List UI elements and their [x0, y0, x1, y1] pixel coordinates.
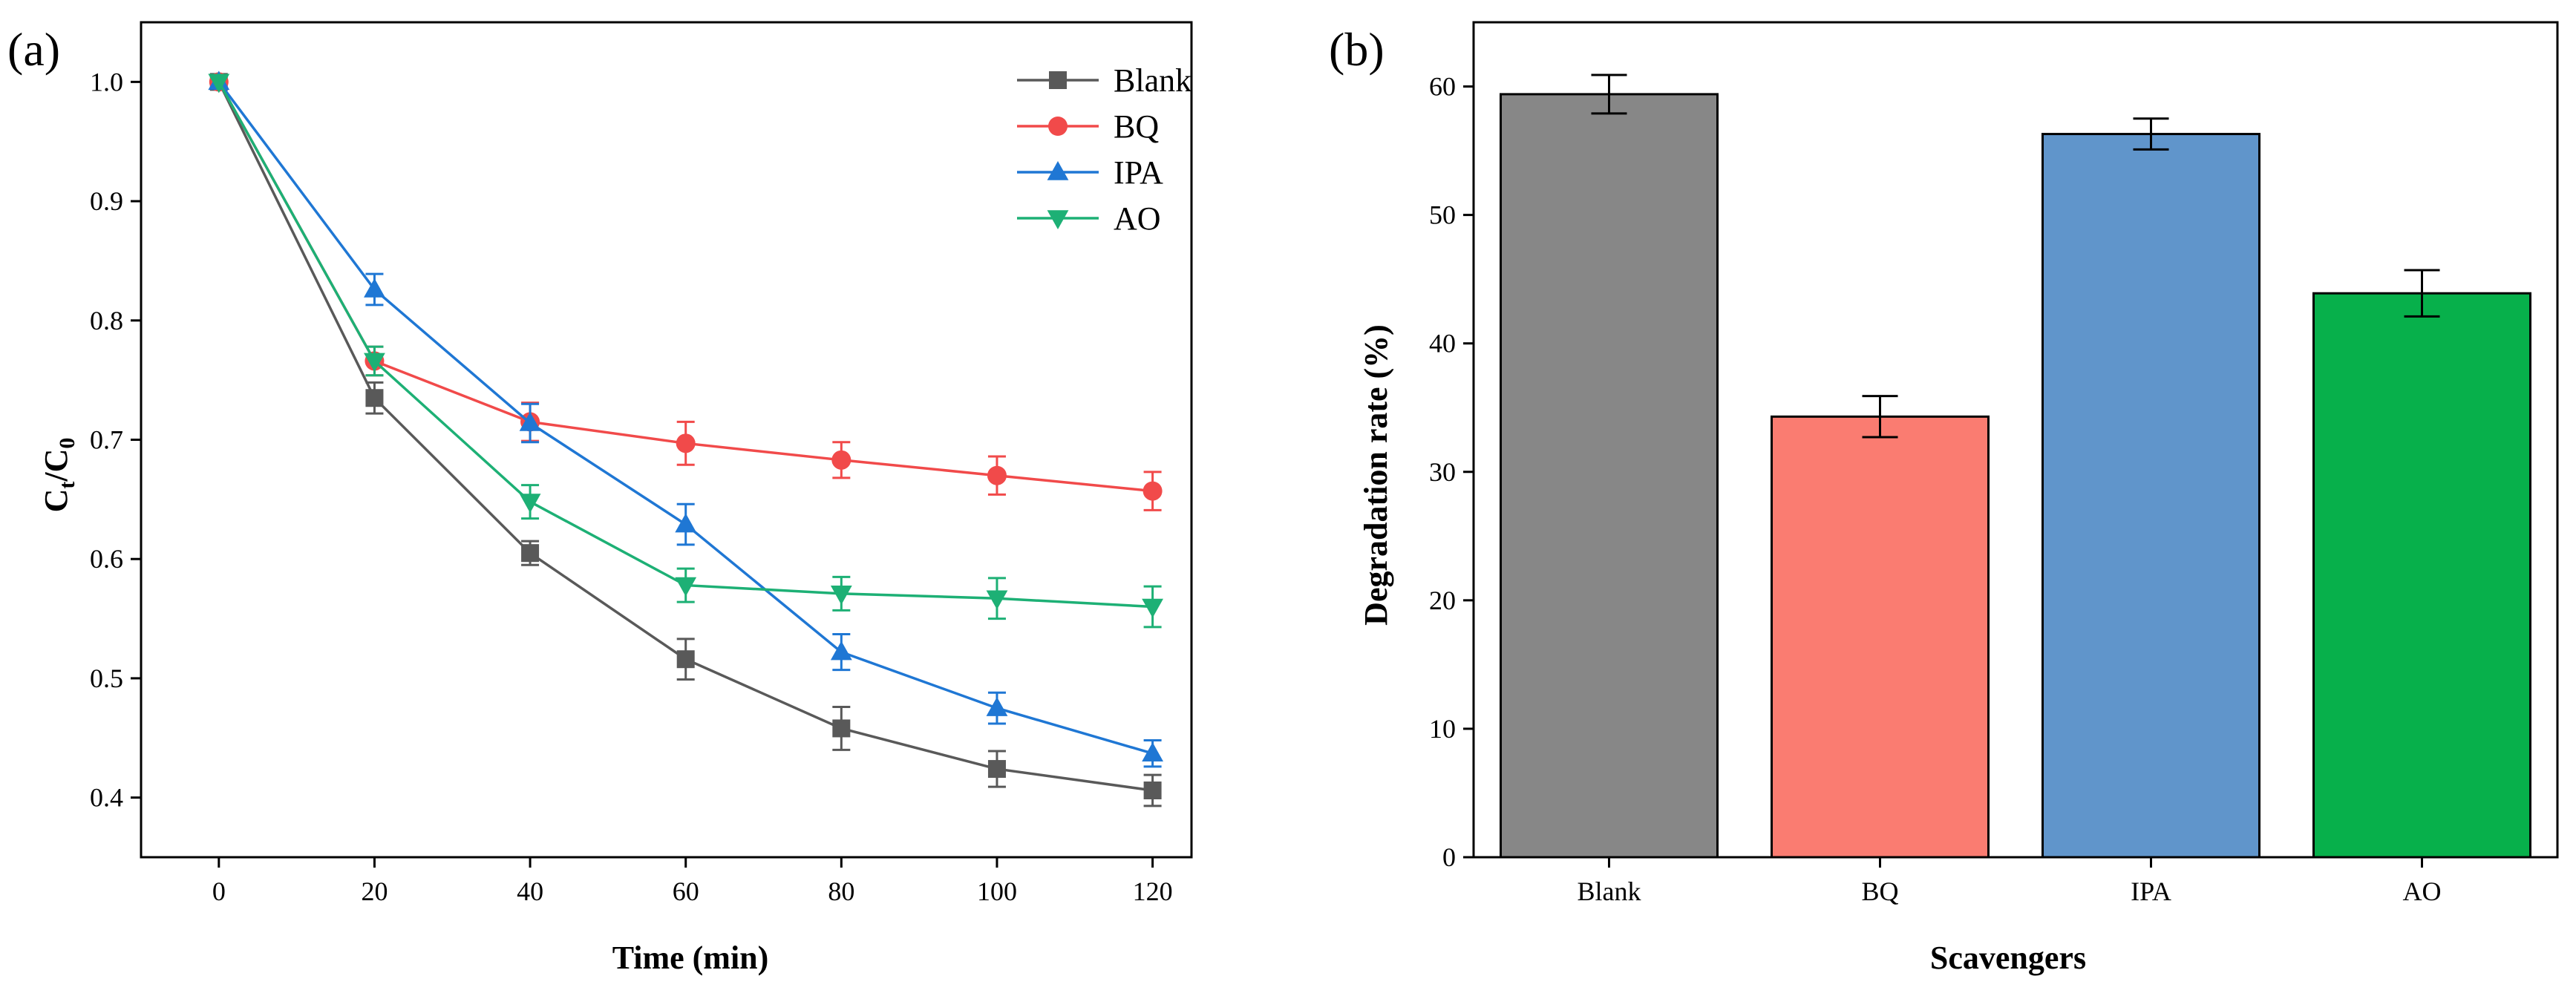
data-point-ipa [1142, 742, 1163, 761]
error-bar-blank [1591, 73, 1627, 115]
error-bar-ipa [2133, 117, 2169, 151]
x-tick-label-bq: BQ [1861, 877, 1898, 906]
panel-b-x-axis-title: Scavengers [1930, 940, 2086, 976]
y-tick-label: 0.4 [90, 783, 123, 813]
legend-item-blank: Blank [1017, 62, 1191, 99]
series-ipa [208, 71, 1163, 768]
legend-marker-blank [1049, 71, 1067, 89]
data-point-blank [832, 719, 851, 738]
y-title-base: C [38, 489, 74, 513]
data-point-ao [675, 577, 697, 597]
data-point-ao [986, 590, 1008, 610]
error-bar-ao [2404, 269, 2440, 318]
legend-label-bq: BQ [1114, 108, 1159, 145]
data-point-ao [519, 494, 541, 514]
panel-a-line-chart: (a) 0.4 0.5 0.6 0.7 0.8 0.9 1.0 0 20 40 60 80 100 120… [7, 21, 1193, 976]
panel-b-bars [1500, 73, 2531, 859]
data-point-ao [208, 73, 230, 94]
data-point-bq [1142, 481, 1163, 501]
legend-marker-ao [1047, 210, 1069, 229]
panel-b-label: (b) [1329, 23, 1385, 76]
y-tick-label: 0.9 [90, 186, 123, 216]
bar-bq [1771, 415, 1990, 859]
y-tick-label: 0.6 [90, 544, 123, 574]
panel-b-bar-chart: (b) 0 10 20 30 40 50 60 Blank BQ IPA AO Scavengers… [1329, 21, 2559, 976]
data-point-ipa [986, 697, 1008, 716]
y-tick-label: 0.5 [90, 664, 123, 693]
data-point-bq [831, 450, 851, 470]
x-tick-label-ao: AO [2403, 877, 2442, 906]
panel-b-plot-frame [1472, 21, 2559, 859]
y-tick-label: 10 [1429, 714, 1456, 744]
data-point-blank [365, 389, 384, 407]
panel-a-legend: Blank BQ IPA AO [1017, 62, 1191, 237]
data-point-ao [830, 586, 852, 605]
data-point-blank [676, 650, 695, 669]
x-tick-label: 120 [1133, 877, 1173, 906]
data-point-blank [521, 544, 540, 563]
series-blank [209, 73, 1162, 807]
y-tick-label: 20 [1429, 586, 1456, 615]
y-tick-label: 40 [1429, 329, 1456, 358]
data-point-blank [1143, 782, 1162, 799]
series-ao [208, 73, 1163, 629]
y-tick-label: 0.7 [90, 425, 123, 455]
data-point-ipa [675, 513, 697, 533]
series-bq [209, 72, 1163, 511]
data-point-ipa [519, 412, 541, 431]
panel-a-x-axis-title: Time (min) [612, 940, 769, 976]
x-tick-label-blank: Blank [1578, 877, 1641, 906]
x-tick-label: 60 [673, 877, 699, 906]
data-point-blank [987, 760, 1006, 779]
y-title-slash: /C [38, 449, 74, 482]
data-point-ao [1142, 598, 1163, 618]
data-point-bq [676, 433, 696, 453]
y-title-sub1: t [55, 482, 79, 489]
panel-a-axes: 0.4 0.5 0.6 0.7 0.8 0.9 1.0 0 20 40 60 80 100 120 [90, 21, 1193, 906]
y-tick-label: 50 [1429, 200, 1456, 230]
bar-ipa [2041, 133, 2260, 859]
y-tick-label: 30 [1429, 457, 1456, 487]
legend-item-ipa: IPA [1017, 154, 1163, 191]
y-tick-label: 0 [1442, 842, 1456, 872]
legend-marker-ipa [1047, 161, 1069, 180]
y-title-sub2: 0 [55, 438, 79, 449]
panel-a-series [208, 71, 1163, 807]
x-tick-label: 100 [977, 877, 1017, 906]
panel-a-label: (a) [7, 23, 60, 76]
x-tick-label: 20 [361, 877, 388, 906]
legend-item-bq: BQ [1017, 108, 1159, 145]
y-tick-label: 0.8 [90, 306, 123, 335]
panel-b-y-axis-title: Degradation rate (%) [1358, 324, 1394, 626]
data-point-ao [364, 353, 385, 373]
bar-ao [2312, 292, 2531, 859]
panel-b-axes: 0 10 20 30 40 50 60 Blank BQ IPA AO [1429, 21, 2559, 906]
data-point-ipa [830, 640, 852, 661]
y-tick-label: 60 [1429, 72, 1456, 102]
legend-item-ao: AO [1017, 200, 1161, 237]
bar-blank [1500, 93, 1719, 859]
panel-a-y-axis-title: Ct/C0 [38, 438, 79, 513]
x-tick-label: 40 [517, 877, 543, 906]
x-tick-label-ipa: IPA [2131, 877, 2171, 906]
data-point-ipa [364, 278, 385, 298]
x-tick-label: 80 [828, 877, 854, 906]
legend-label-ipa: IPA [1114, 154, 1163, 191]
legend-label-ao: AO [1114, 200, 1161, 237]
x-tick-label: 0 [212, 877, 226, 906]
error-bar-bq [1862, 395, 1898, 439]
legend-marker-bq [1048, 117, 1068, 136]
legend-label-blank: Blank [1114, 62, 1191, 99]
y-tick-label: 1.0 [90, 67, 123, 96]
data-point-bq [987, 465, 1007, 485]
